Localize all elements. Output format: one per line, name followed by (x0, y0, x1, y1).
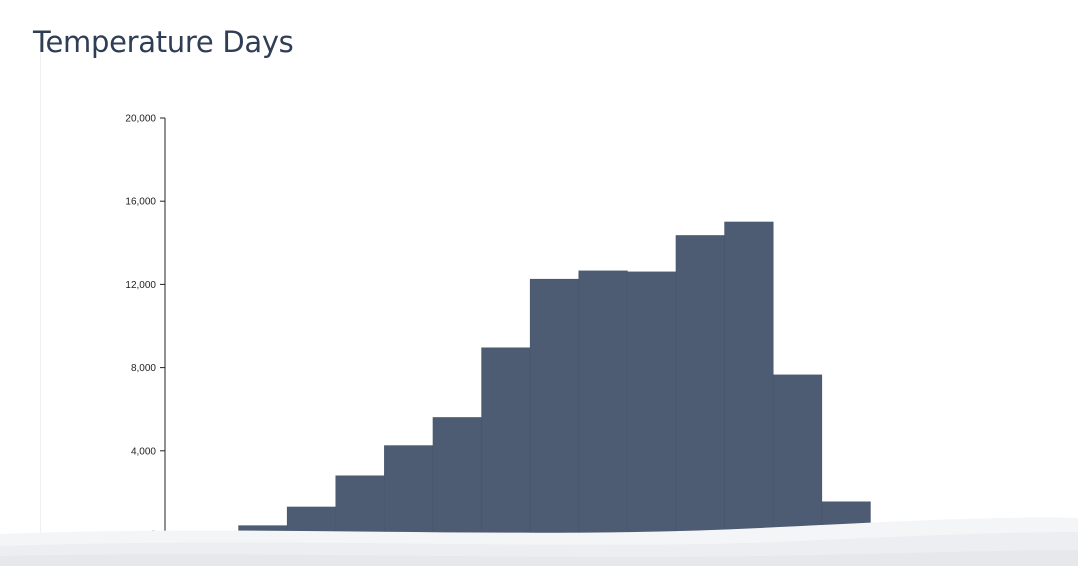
page-title: Temperature Days (33, 25, 294, 59)
histogram-bar-10 (675, 235, 725, 535)
bars-group (238, 221, 920, 535)
histogram-bar-6 (481, 347, 531, 535)
histogram-bar-9 (627, 271, 677, 535)
histogram-bar-8 (578, 270, 628, 535)
histogram-bar-5 (432, 417, 482, 535)
decorative-wave (0, 517, 1078, 566)
histogram-bar-12 (772, 374, 823, 535)
y-tick-label: 8,000 (131, 363, 156, 374)
y-tick-label: 20,000 (125, 114, 156, 125)
histogram-bar-11 (724, 221, 774, 535)
y-tick-label: 4,000 (131, 446, 156, 457)
y-tick-label: 12,000 (125, 280, 156, 291)
left-divider (40, 44, 41, 566)
histogram-bar-7 (529, 278, 580, 535)
histogram-bar-4 (384, 445, 434, 535)
histogram-bar-2 (286, 506, 337, 535)
y-tick-label: 16,000 (125, 197, 156, 208)
